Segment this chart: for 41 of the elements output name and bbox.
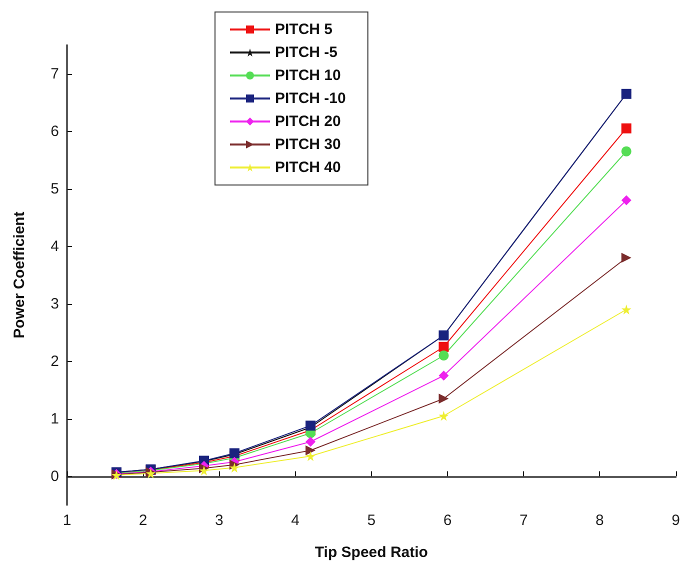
- legend-label: PITCH -10: [275, 90, 346, 107]
- y-axis-title: Power Coefficient: [11, 212, 28, 338]
- point: [306, 445, 316, 456]
- y-tick-label: 6: [50, 122, 59, 140]
- x-tick-label: 4: [291, 512, 300, 529]
- point: [438, 350, 449, 360]
- point: [621, 146, 632, 156]
- legend-label: PITCH 20: [275, 113, 341, 130]
- y-tick-label: 3: [50, 295, 59, 312]
- point: [438, 394, 449, 404]
- legend-label: PITCH 5: [275, 21, 333, 38]
- x-tick-label: 1: [62, 512, 72, 529]
- y-tick-label: 1: [50, 410, 59, 428]
- x-tick-label: 7: [519, 512, 528, 529]
- point: [306, 436, 316, 447]
- x-tick-label: 6: [443, 512, 452, 529]
- y-tick-label: 2: [50, 352, 59, 370]
- x-tick-label: 8: [596, 512, 604, 529]
- point: [306, 451, 316, 462]
- x-axis-title: Tip Speed Ratio: [314, 544, 428, 561]
- y-tick-label: 0: [50, 468, 59, 485]
- x-tick-label: 5: [367, 512, 376, 529]
- point: [621, 304, 632, 314]
- y-tick-label: 5: [50, 180, 59, 198]
- point: [229, 462, 240, 473]
- x-tick-label: 2: [138, 512, 148, 529]
- y-tick-label: 4: [50, 238, 59, 255]
- point: [621, 252, 632, 263]
- x-tick-label: 9: [672, 512, 680, 529]
- x-tick-label: 3: [215, 512, 224, 529]
- point: [438, 410, 449, 421]
- legend-label: PITCH 30: [275, 136, 341, 153]
- legend-label: PITCH -5: [275, 44, 338, 61]
- legend-label: PITCH 10: [275, 67, 341, 84]
- point: [621, 195, 632, 206]
- point: [438, 342, 449, 352]
- y-tick-label: 7: [50, 65, 59, 82]
- point: [438, 370, 449, 381]
- legend-label: PITCH 40: [275, 159, 341, 176]
- point: [621, 123, 632, 134]
- point: [198, 466, 209, 476]
